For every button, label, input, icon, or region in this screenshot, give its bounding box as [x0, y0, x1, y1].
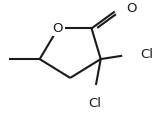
- Text: O: O: [53, 22, 63, 35]
- Text: Cl: Cl: [88, 97, 101, 110]
- Text: Cl: Cl: [141, 48, 154, 61]
- Text: O: O: [127, 2, 137, 15]
